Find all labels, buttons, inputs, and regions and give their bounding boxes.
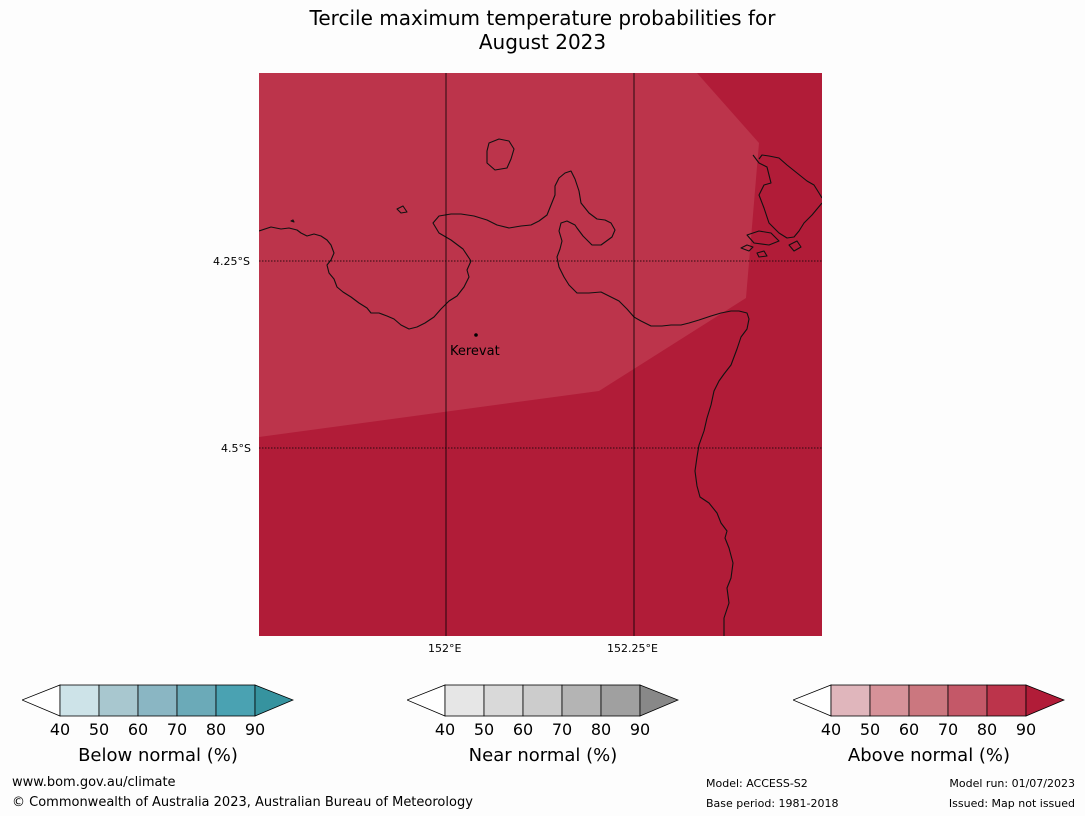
colorbar-1-bin-1 xyxy=(483,684,524,717)
kerevat-marker xyxy=(474,333,478,337)
model-run-text: Model run: 01/07/2023 xyxy=(949,777,1075,790)
colorbar-0-over xyxy=(254,684,294,717)
map-title: Tercile maximum temperature probabilitie… xyxy=(0,6,1085,54)
model-text: Model: ACCESS-S2 xyxy=(706,777,808,790)
colorbar-2-bin-0 xyxy=(830,684,871,717)
lon-label-152-25: 152.25°E xyxy=(607,642,658,655)
colorbar-1-bin-2 xyxy=(522,684,563,717)
colorbar-0-bin-1 xyxy=(98,684,139,717)
colorbar-1-over xyxy=(639,684,679,717)
colorbar-0-bin-4 xyxy=(215,684,256,717)
colorbar-0-bin-3 xyxy=(176,684,217,717)
lat-label-4-5: 4.5°S xyxy=(221,442,251,455)
colorbar-0-bin-2 xyxy=(137,684,178,717)
title-line-2: August 2023 xyxy=(478,30,607,54)
colorbar-2-bin-1 xyxy=(869,684,910,717)
colorbar-2-bin-2 xyxy=(908,684,949,717)
title-line-1: Tercile maximum temperature probabilitie… xyxy=(309,6,776,30)
probability-map: Kerevat xyxy=(259,73,822,636)
colorbar-2-under xyxy=(793,684,832,717)
website-link[interactable]: www.bom.gov.au/climate xyxy=(12,775,176,790)
colorbar-1-under xyxy=(407,684,446,717)
colorbar-2-over xyxy=(1025,684,1065,717)
base-period-text: Base period: 1981-2018 xyxy=(706,797,839,810)
colorbar-2-bin-4 xyxy=(986,684,1027,717)
colorbar-2-bin-3 xyxy=(947,684,988,717)
graticule xyxy=(259,73,822,636)
colorbar-0 xyxy=(22,684,294,717)
colorbar-1 xyxy=(407,684,679,717)
colorbar-2-title: Above normal (%) xyxy=(847,745,1011,766)
colorbar-1-bin-0 xyxy=(444,684,485,717)
colorbar-1-title: Near normal (%) xyxy=(468,745,618,766)
lon-label-152: 152°E xyxy=(428,642,462,655)
issued-text: Issued: Map not issued xyxy=(948,797,1075,810)
colorbar-1-bin-3 xyxy=(561,684,602,717)
colorbar-0-bin-0 xyxy=(59,684,100,717)
kerevat-label: Kerevat xyxy=(450,344,500,359)
colorbar-2 xyxy=(793,684,1065,717)
coastline xyxy=(259,138,822,636)
colorbar-0-title: Below normal (%) xyxy=(78,745,238,766)
colorbar-0-under xyxy=(22,684,61,717)
colorbar-1-bin-4 xyxy=(600,684,641,717)
copyright-text: © Commonwealth of Australia 2023, Austra… xyxy=(12,795,473,810)
lat-label-4-25: 4.25°S xyxy=(213,255,250,268)
